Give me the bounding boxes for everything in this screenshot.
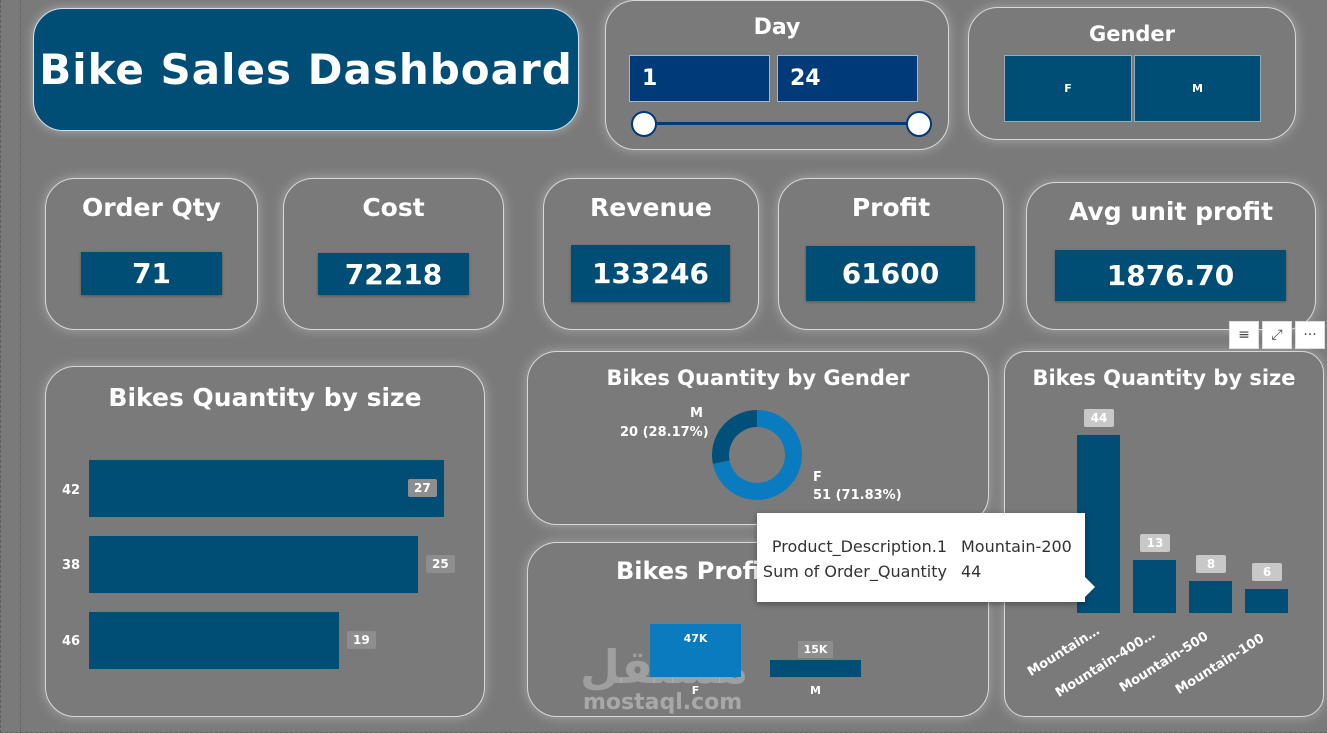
profit-category-m: M <box>810 684 821 697</box>
bar-category-label: 46 <box>62 634 81 649</box>
tooltip-pointer <box>1085 577 1095 597</box>
product-data-label: 13 <box>1140 534 1170 552</box>
donut-slice-f[interactable] <box>712 410 802 500</box>
chart-title: Bikes Quantity by Gender <box>606 366 910 390</box>
kpi-label: Cost <box>362 193 425 222</box>
product-data-label: 8 <box>1196 555 1226 573</box>
kpi-label: Profit <box>851 193 931 222</box>
data-tooltip: Product_Description.1 Mountain-200 Sum o… <box>757 513 1085 602</box>
bar-mark[interactable] <box>89 460 444 517</box>
donut-label-m-value: 20 (28.17%) <box>620 425 709 440</box>
bar-data-label: 19 <box>347 631 376 649</box>
focus-mode-icon[interactable]: ⤢ <box>1262 321 1292 349</box>
gender-slicer-heading: Gender <box>1088 22 1176 46</box>
watermark-latin: mostaql.com <box>583 690 743 715</box>
profit-bar-f[interactable] <box>650 624 741 677</box>
kpi-label: Revenue <box>589 193 712 222</box>
kpi-label: Order Qty <box>82 193 221 222</box>
bar-data-label: 25 <box>426 555 455 573</box>
bar-category-label: 38 <box>62 558 81 573</box>
bar-mark[interactable] <box>89 536 418 593</box>
qty-by-gender-donut <box>712 410 802 500</box>
title-card: Bike Sales Dashboard <box>33 8 579 131</box>
donut-label-f-value: 51 (71.83%) <box>813 488 902 503</box>
kpi-value-avg-unit-profit: 1876.70 <box>1055 250 1286 301</box>
chart-title: Bikes Quantity by size <box>1032 366 1296 390</box>
profit-data-label-m-text: 15K <box>797 641 834 658</box>
day-slider-track[interactable] <box>643 122 919 125</box>
gender-option-f[interactable]: F <box>1004 55 1132 122</box>
tooltip-key: Sum of Order_Quantity <box>762 562 947 581</box>
chart-title: Bikes Profit <box>616 557 772 585</box>
kpi-value-profit: 61600 <box>806 246 975 301</box>
dashboard-title: Bike Sales Dashboard <box>39 45 573 94</box>
product-data-label: 44 <box>1084 409 1114 427</box>
tooltip-key: Product_Description.1 <box>771 537 947 556</box>
day-to-input[interactable]: 24 <box>777 55 918 102</box>
bar-category-label: 42 <box>62 483 81 498</box>
bar-data-label: 27 <box>408 479 437 497</box>
donut-label-f-name: F <box>813 470 822 485</box>
filter-icon[interactable]: ≡ <box>1229 321 1259 349</box>
canvas-edge-guide <box>20 0 21 733</box>
day-from-input[interactable]: 1 <box>629 55 770 102</box>
kpi-value-cost: 72218 <box>318 253 469 295</box>
product-bar[interactable] <box>1133 560 1176 613</box>
donut-label-m-name: M <box>690 406 703 421</box>
product-data-label: 6 <box>1252 563 1282 581</box>
gender-option-m[interactable]: M <box>1134 55 1261 122</box>
profit-category-f: F <box>691 684 700 697</box>
more-options-icon[interactable]: ··· <box>1295 321 1325 349</box>
tooltip-value: 44 <box>961 562 982 581</box>
profit-bar-m[interactable] <box>770 660 861 677</box>
chart-title: Bikes Quantity by size <box>108 383 422 412</box>
kpi-value-order-qty: 71 <box>81 252 222 295</box>
product-bar[interactable] <box>1245 589 1288 613</box>
day-slider-end-handle[interactable] <box>906 111 932 137</box>
product-bar[interactable] <box>1189 581 1232 613</box>
tooltip-value: Mountain-200 <box>961 537 1072 556</box>
day-slider-start-handle[interactable] <box>631 111 657 137</box>
bar-mark[interactable] <box>89 612 339 669</box>
profit-data-label-f: 47K <box>683 632 708 645</box>
donut-slice-m[interactable] <box>712 410 757 464</box>
day-slicer-heading: Day <box>753 15 801 40</box>
kpi-value-revenue: 133246 <box>571 245 730 302</box>
profit-data-label-m: 15K <box>770 638 861 658</box>
kpi-label: Avg unit profit <box>1068 197 1274 226</box>
